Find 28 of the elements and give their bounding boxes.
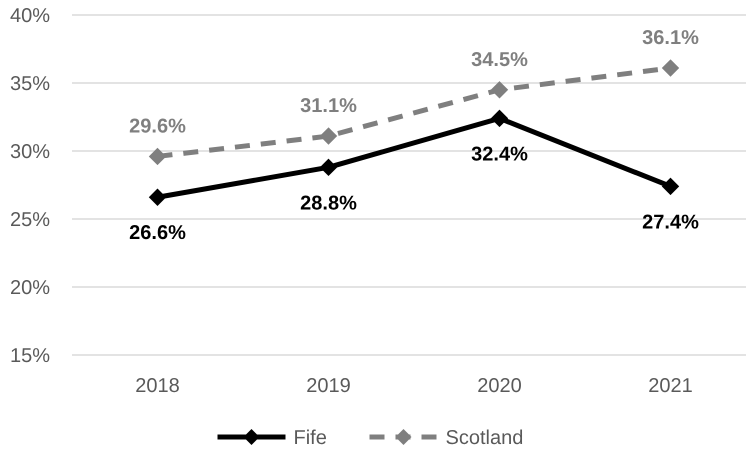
data-label: 29.6% — [129, 115, 186, 138]
x-tick-label: 2018 — [135, 375, 180, 397]
y-tick-label: 35% — [10, 73, 50, 95]
point — [662, 60, 679, 77]
x-tick-label: 2019 — [306, 375, 351, 397]
x-tick-label: 2020 — [477, 375, 522, 397]
point — [662, 178, 679, 195]
data-label: 36.1% — [642, 27, 700, 50]
data-label: 32.4% — [471, 143, 528, 166]
data-label: 34.5% — [471, 48, 528, 71]
point — [491, 81, 508, 98]
point — [320, 158, 337, 176]
legend-label: Scotland — [446, 427, 524, 449]
point — [320, 128, 337, 145]
data-label: 31.1% — [300, 95, 358, 118]
point — [149, 188, 166, 206]
x-tick-label: 2021 — [648, 375, 693, 397]
y-tick-label: 25% — [10, 209, 50, 231]
data-label: 27.4% — [642, 211, 700, 234]
legend-label: Fife — [294, 427, 327, 449]
data-label: 26.6% — [129, 222, 186, 244]
data-label: 28.8% — [300, 192, 358, 214]
y-tick-label: 40% — [10, 5, 50, 27]
point — [149, 148, 166, 165]
y-tick-label: 20% — [10, 277, 50, 299]
y-tick-label: 30% — [10, 141, 50, 163]
point — [491, 110, 508, 127]
y-tick-label: 15% — [10, 345, 50, 367]
